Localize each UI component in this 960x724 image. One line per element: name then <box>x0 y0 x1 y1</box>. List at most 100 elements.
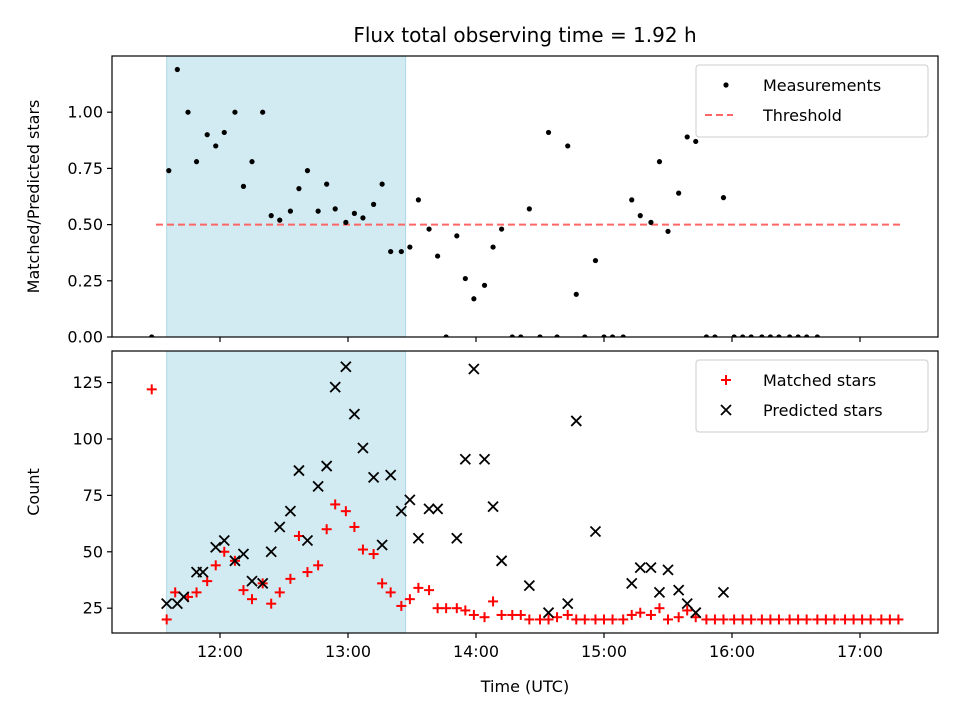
data-point <box>398 248 404 255</box>
data-point <box>348 408 361 420</box>
panel-1: 0.00 0.25 0.50 0.75 1.00 Matched/Predicted st… <box>24 55 939 347</box>
data-point <box>542 607 555 619</box>
legend-item: Matched stars <box>721 371 876 390</box>
data-point <box>197 566 209 578</box>
data-point <box>637 213 643 219</box>
data-point <box>573 291 579 297</box>
data-point <box>801 614 812 625</box>
x-tick-label: 15:00 <box>581 642 627 661</box>
data-point <box>748 334 754 337</box>
data-point <box>285 573 296 584</box>
data-point <box>626 577 638 590</box>
data-point <box>146 384 157 395</box>
legend-label: Measurements <box>763 76 881 95</box>
data-point <box>274 521 286 533</box>
data-point <box>277 217 283 223</box>
data-point <box>507 609 518 620</box>
data-point <box>784 614 795 625</box>
legend-item: Predicted stars <box>720 401 883 420</box>
data-point <box>451 532 463 544</box>
data-point <box>368 549 379 560</box>
legend-item: Measurements <box>723 76 881 95</box>
legend-label: Matched stars <box>763 371 876 390</box>
data-point <box>579 614 590 625</box>
y-tick-label: 0.00 <box>67 328 103 347</box>
y-tick-label: 100 <box>72 429 103 448</box>
data-point <box>690 607 702 619</box>
data-point <box>293 464 305 477</box>
data-point <box>804 334 810 337</box>
data-point <box>385 587 396 598</box>
data-point <box>193 159 200 165</box>
data-point <box>247 594 257 605</box>
legend-label: Predicted stars <box>763 401 883 420</box>
data-point <box>662 564 674 576</box>
data-point <box>701 614 712 625</box>
data-point <box>876 614 887 625</box>
data-point <box>287 208 293 214</box>
data-point <box>357 544 368 555</box>
data-point <box>645 561 657 574</box>
data-point <box>592 257 599 264</box>
data-point <box>865 614 876 625</box>
data-point <box>673 584 685 596</box>
plot-area <box>146 361 904 625</box>
data-point <box>820 614 831 625</box>
data-point <box>829 614 840 625</box>
chart-title: Flux total observing time = 1.92 h <box>353 23 696 47</box>
data-point <box>523 579 535 592</box>
data-point <box>731 334 737 337</box>
data-point <box>746 614 757 625</box>
data-point <box>773 614 784 625</box>
observing-window-shade <box>166 55 407 338</box>
data-point <box>413 582 424 593</box>
y-tick-label: 50 <box>83 542 103 561</box>
data-point <box>367 471 380 483</box>
data-point <box>479 612 490 623</box>
data-point <box>515 609 526 620</box>
data-point <box>321 460 333 472</box>
data-point <box>589 525 602 538</box>
data-point <box>487 501 499 513</box>
observing-window-shade <box>166 350 407 634</box>
data-point <box>431 503 444 515</box>
data-point <box>312 480 324 492</box>
data-point <box>166 168 172 174</box>
data-point <box>635 607 646 618</box>
legend: Measurements Threshold <box>695 64 929 138</box>
data-point <box>371 201 377 207</box>
data-point <box>210 541 222 553</box>
data-point <box>840 614 851 625</box>
data-point <box>570 415 582 427</box>
y-tick-label: 0.50 <box>67 215 103 234</box>
legend: Matched stars Predicted stars <box>695 359 929 433</box>
data-point <box>793 614 804 625</box>
axes-frame <box>111 350 939 634</box>
data-point <box>396 600 407 611</box>
data-point <box>601 334 607 337</box>
data-point <box>246 575 258 587</box>
data-point <box>232 109 238 115</box>
data-point <box>496 609 507 620</box>
data-point <box>795 334 801 337</box>
data-point <box>304 168 311 174</box>
data-point <box>648 219 654 225</box>
data-point <box>265 546 277 558</box>
data-point <box>676 190 682 196</box>
data-point <box>543 614 554 625</box>
data-point <box>468 363 480 375</box>
data-point <box>481 282 488 288</box>
data-point <box>332 206 338 212</box>
series-measurements <box>149 66 820 337</box>
x-tick-label: 17:00 <box>837 642 883 661</box>
data-point <box>524 614 535 625</box>
data-point <box>351 210 357 216</box>
data-point <box>412 532 425 544</box>
data-point <box>626 609 637 620</box>
data-point <box>415 197 421 203</box>
data-point <box>221 129 227 136</box>
data-point <box>385 469 397 481</box>
data-point <box>424 585 435 596</box>
y-axis-label: Matched/Predicted stars <box>24 100 43 294</box>
